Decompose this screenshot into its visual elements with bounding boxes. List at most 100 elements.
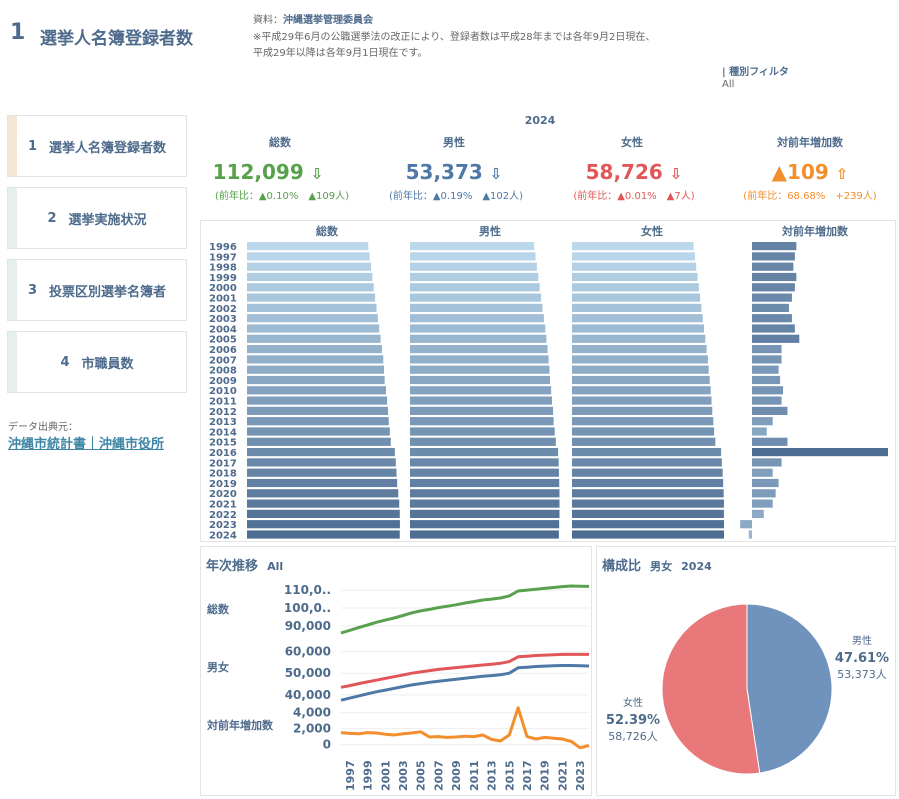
kpi-number: 112,099 [212,160,304,184]
bar [410,252,536,261]
x-tick-label: 2009 [450,760,463,791]
data-source-label: データ出典元： [8,422,78,433]
year-label: 2011 [209,397,237,408]
bar [247,509,400,518]
nav-button-election-status[interactable]: 2 選挙実施状況 [7,187,187,249]
bar [572,355,708,364]
kpi-sub-male: (前年比：▲0.19% ▲102人) [388,191,524,202]
nav-button-voting-district[interactable]: 3 投票区別選挙名簿者 [7,259,187,321]
nav-label: 市職員数 [81,356,134,372]
bar [410,303,543,312]
increase-bar [752,386,784,395]
nav-button-registrants[interactable]: 1 選挙人名簿登録者数 [7,115,187,177]
y-tick-label: 90,000 [285,619,331,633]
bar [247,355,384,364]
trend-title: 年次推移 All [206,555,283,574]
increase-bar [748,530,752,539]
series-line [340,584,590,635]
arrow-down-icon: ⇩ [310,165,324,183]
type-filter-value[interactable]: All [722,79,735,90]
bar [410,468,559,477]
bar-chart: 1996199719981999200020012002200320042005… [209,224,888,541]
composition-title: 構成比 男女 2024 [602,555,712,574]
x-tick-label: 2019 [539,760,552,791]
bar [572,509,724,518]
bar [247,262,372,271]
increase-bar [752,375,781,385]
bar [410,334,547,343]
pie-slice [661,603,761,775]
arrow-down-icon: ⇩ [489,165,503,183]
trend-chart: 総数 90,000 100,0.. 110,0.. 男女 40,000 50,000 60,0… [206,583,590,791]
bar [247,252,370,261]
series-line [340,706,590,750]
bar [572,242,694,251]
type-filter-label: | 種別フィルタ [722,67,789,78]
bar [572,293,701,302]
bar [572,386,711,395]
bar [572,334,706,343]
year-label: 2012 [209,407,237,418]
pane-label: 男女 [207,660,229,674]
column-header: 女性 [641,224,663,238]
kpi-value-male: 53,373 ⇩ [364,160,544,184]
bar [410,324,546,333]
x-tick-label: 2011 [468,760,481,791]
data-source-link[interactable]: 沖縄市統計書｜沖縄市役所 [8,437,165,452]
bar [247,375,385,385]
bar [410,386,552,395]
bar [572,520,725,529]
year-label: 2003 [209,314,237,325]
increase-bar [752,417,773,426]
bar [572,448,722,457]
year-label: 2001 [209,294,237,305]
nav-number: 1 [27,138,38,154]
x-tick-label: 2007 [432,760,445,791]
bar [410,427,555,436]
nav-button-city-staff[interactable]: 4 市職員数 [7,331,187,393]
increase-bar [752,458,782,467]
increase-bar [752,478,779,488]
composition-panel: 構成比 男女 2024 男性 47.61% 53,373人 女性 52.39% 58,72… [596,546,896,796]
x-tick-label: 2017 [521,760,534,791]
bar [410,530,559,539]
slice-count: 53,373人 [837,668,887,681]
bar [572,458,722,467]
arrow-down-icon: ⇩ [669,165,683,183]
bar [247,242,369,251]
x-tick-label: 2001 [379,760,392,791]
kpi-sub-female: (前年比：▲0.01% ▲7人) [573,191,695,202]
column-header: 総数 [316,224,339,238]
kpi-head-total: 総数 [269,136,291,149]
year-label: 2020 [209,489,237,500]
slice-percent: 47.61% [835,651,889,666]
trend-chart-panel: 年次推移 All 総数 90,000 100,0.. 110,0.. 男女 40,000 5… [200,546,592,796]
increase-bar [752,272,797,282]
year-label: 1998 [209,263,237,274]
kpi-year: 2024 [524,114,556,127]
bar [410,293,542,302]
composition-title-text: 構成比 [602,559,642,574]
column-header: 男性 [479,224,501,238]
year-label: 2014 [209,427,237,438]
x-tick-label: 2023 [574,760,587,791]
bar [410,509,560,518]
x-tick-label: 2013 [486,760,499,791]
kpi-sub-total: (前年比：▲0.10% ▲109人) [214,191,350,202]
bar [410,458,559,467]
kpi-number: ▲109 [771,160,829,184]
bar [572,417,714,426]
bar [410,355,549,364]
increase-bar [752,345,782,354]
bar [410,478,560,488]
bar [572,252,695,261]
nav-number: 4 [60,354,70,370]
bar [572,314,703,323]
bar [247,334,381,343]
pie-slice [746,603,833,774]
slice-percent: 52.39% [606,713,660,728]
series-line [340,664,590,702]
bar [247,396,388,405]
increase-bar [752,355,782,364]
